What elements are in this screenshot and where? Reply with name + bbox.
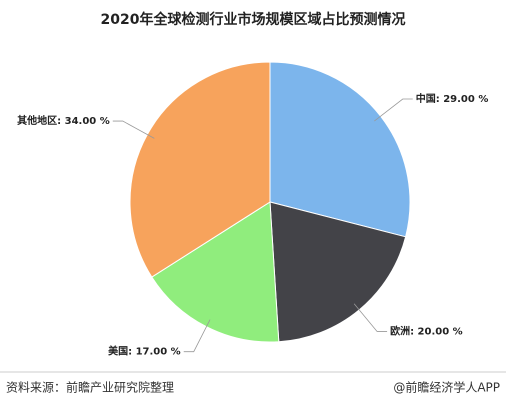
data-label: 其他地区: 34.00 % <box>17 114 110 127</box>
source: 资料来源：前瞻产业研究院整理 <box>6 380 174 395</box>
leader-line <box>183 319 211 353</box>
leader-line <box>112 120 155 139</box>
data-label: 中国: 29.00 % <box>416 92 489 105</box>
data-label: 美国: 17.00 % <box>108 345 181 358</box>
leader-line <box>374 98 413 122</box>
chart-title: 2020年全球检测行业市场规模区域占比预测情况 <box>101 11 406 28</box>
leader-line <box>353 303 388 332</box>
credit: @前瞻经济学人APP <box>393 380 500 395</box>
data-label: 欧洲: 20.00 % <box>390 324 463 337</box>
